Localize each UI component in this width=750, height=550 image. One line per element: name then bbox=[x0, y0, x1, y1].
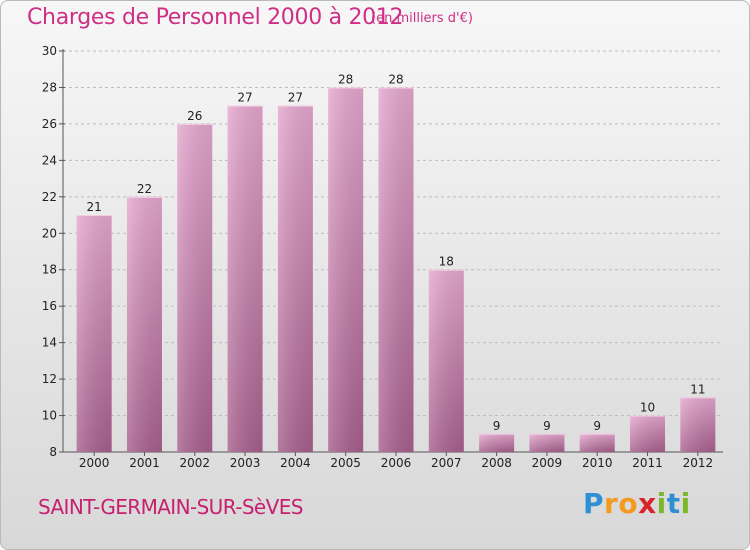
x-tick-label: 2009 bbox=[532, 456, 563, 470]
y-tick-label: 14 bbox=[42, 336, 57, 350]
x-tick-label: 2006 bbox=[381, 456, 412, 470]
chart-title: Charges de Personnel 2000 à 2012 bbox=[27, 5, 404, 30]
y-tick-label: 10 bbox=[42, 409, 57, 423]
y-tick-label: 12 bbox=[42, 372, 57, 386]
bar-shade bbox=[126, 196, 162, 452]
y-tick-label: 8 bbox=[49, 445, 57, 459]
x-tick-label: 2011 bbox=[632, 456, 663, 470]
y-tick-label: 28 bbox=[42, 80, 57, 94]
logo-letter: x bbox=[638, 487, 657, 520]
bar-shade bbox=[76, 215, 112, 452]
logo-letter: o bbox=[618, 487, 639, 520]
bar-shade bbox=[277, 105, 313, 452]
y-tick-label: 18 bbox=[42, 263, 57, 277]
bar-shade bbox=[579, 433, 615, 452]
data-label: 28 bbox=[388, 72, 403, 86]
data-label: 26 bbox=[187, 109, 202, 123]
y-tick-label: 30 bbox=[42, 44, 57, 58]
y-tick-label: 24 bbox=[42, 153, 57, 167]
location-label: SAINT-GERMAIN-SUR-SèVES bbox=[38, 495, 303, 519]
data-label: 28 bbox=[338, 72, 353, 86]
data-label: 9 bbox=[543, 419, 551, 433]
data-label: 22 bbox=[137, 182, 152, 196]
logo-letter: t bbox=[666, 487, 681, 520]
bar-shade bbox=[479, 433, 515, 452]
data-label: 10 bbox=[640, 401, 655, 415]
bar-shade bbox=[378, 87, 414, 453]
data-label: 18 bbox=[439, 255, 454, 269]
bar-shade bbox=[630, 415, 666, 452]
data-label: 27 bbox=[288, 91, 303, 105]
bar-shade bbox=[680, 397, 716, 452]
x-tick-label: 2005 bbox=[330, 456, 361, 470]
bar-shade bbox=[428, 269, 464, 452]
x-tick-label: 2008 bbox=[481, 456, 512, 470]
logo-letter: P bbox=[583, 487, 605, 520]
y-tick-label: 20 bbox=[42, 226, 57, 240]
x-tick-label: 2003 bbox=[230, 456, 261, 470]
data-label: 9 bbox=[493, 419, 501, 433]
data-label: 27 bbox=[237, 91, 252, 105]
proxiti-logo: Proxiti bbox=[583, 487, 691, 520]
y-tick-label: 26 bbox=[42, 117, 57, 131]
x-tick-label: 2002 bbox=[179, 456, 210, 470]
logo-letter: i bbox=[656, 487, 667, 520]
x-tick-label: 2012 bbox=[683, 456, 714, 470]
logo-letter: i bbox=[680, 487, 691, 520]
x-tick-label: 2010 bbox=[582, 456, 613, 470]
y-tick-label: 22 bbox=[42, 190, 57, 204]
x-tick-label: 2004 bbox=[280, 456, 311, 470]
bar-shade bbox=[529, 433, 565, 452]
x-tick-label: 2007 bbox=[431, 456, 462, 470]
data-label: 9 bbox=[593, 419, 601, 433]
x-tick-label: 2001 bbox=[129, 456, 160, 470]
bar-shade bbox=[227, 105, 263, 452]
data-label: 21 bbox=[87, 200, 102, 214]
data-label: 11 bbox=[690, 382, 705, 396]
y-tick-label: 16 bbox=[42, 299, 57, 313]
bar-shade bbox=[177, 123, 213, 452]
chart-subtitle: (en milliers d'€) bbox=[371, 11, 473, 26]
x-tick-label: 2000 bbox=[79, 456, 110, 470]
logo-letter: r bbox=[604, 487, 619, 520]
bar-shade bbox=[328, 87, 364, 453]
